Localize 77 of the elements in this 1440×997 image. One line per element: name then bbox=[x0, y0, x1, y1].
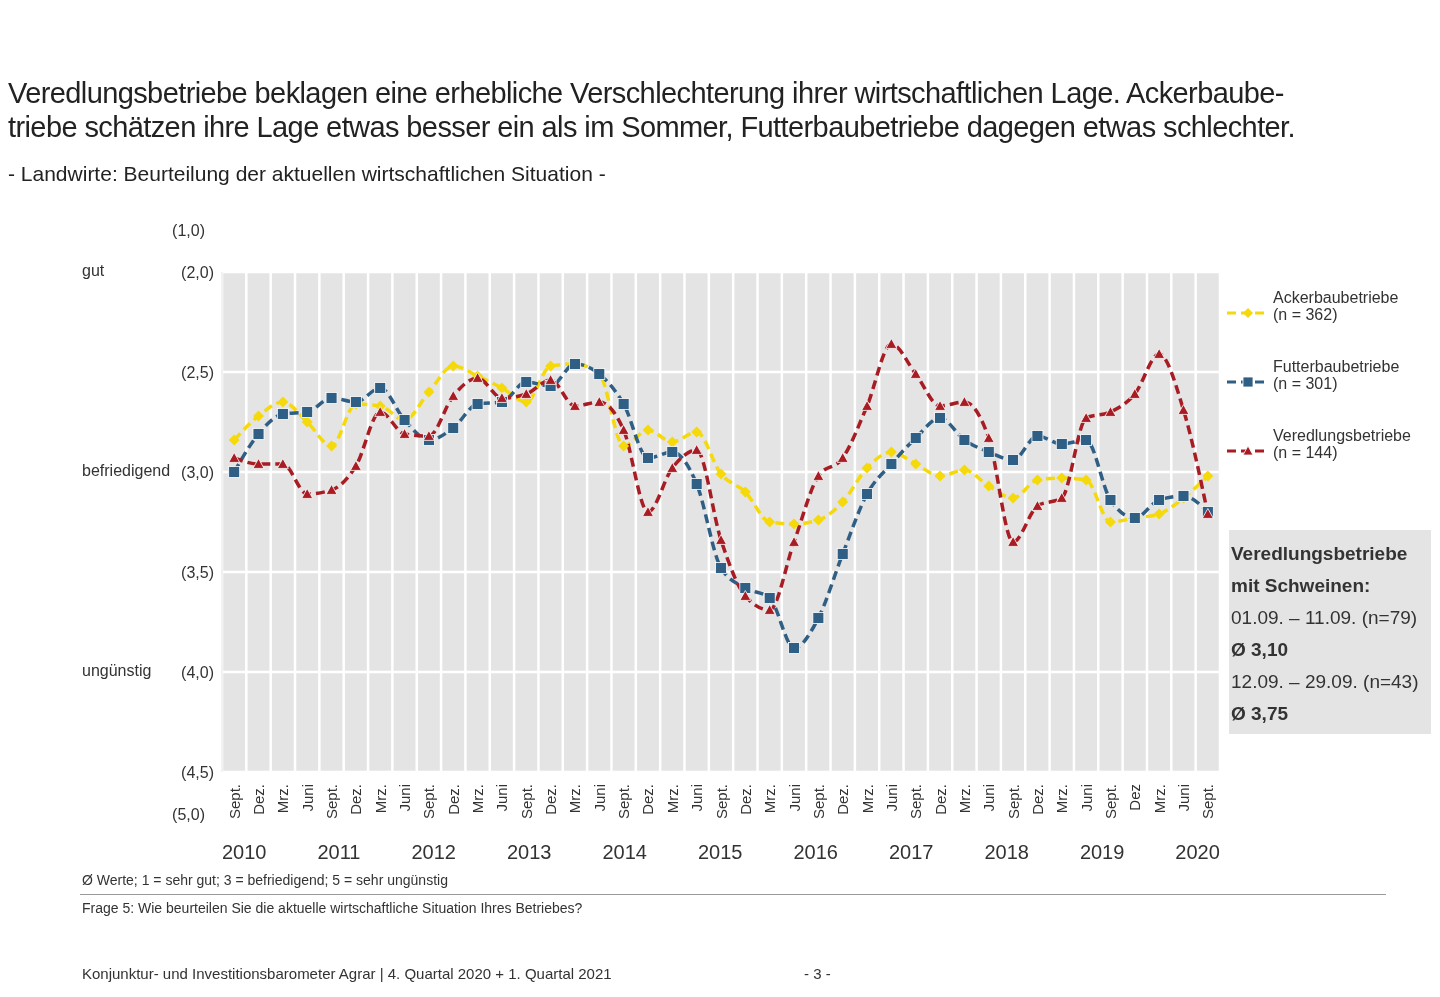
x-tick-label: Dez. bbox=[639, 784, 657, 815]
text: (5,0) bbox=[172, 806, 205, 824]
x-tick-label: Mrz. bbox=[858, 784, 876, 814]
x-tick-label: Dez. bbox=[931, 784, 949, 815]
x-tick-label: Juni bbox=[590, 784, 608, 812]
legend-label: Ackerbaubetriebe (n = 362) bbox=[1273, 288, 1399, 323]
x-tick-label: Juni bbox=[298, 784, 316, 812]
text: - 3 - bbox=[804, 965, 831, 982]
x-tick-label: Sept. bbox=[907, 784, 925, 820]
x-tick-label: Sept. bbox=[517, 784, 535, 820]
x-tick-label: Dez. bbox=[250, 784, 268, 815]
text: Ø 3,10 bbox=[1231, 638, 1290, 662]
text: Ø 3,75 bbox=[1231, 702, 1290, 726]
x-tick-label: Dez. bbox=[542, 784, 560, 815]
y-tick-label: (3,0) bbox=[181, 463, 214, 481]
text: ungünstig bbox=[82, 662, 152, 680]
text: befriedigend bbox=[82, 462, 171, 480]
x-tick-label: Sept. bbox=[615, 784, 633, 820]
x-tick-label: Sept. bbox=[712, 784, 730, 820]
x-tick-label: Sept. bbox=[1004, 784, 1022, 820]
text: 2012 bbox=[411, 841, 456, 864]
x-tick-label: Juni bbox=[493, 784, 511, 812]
x-tick-label: Sept. bbox=[1101, 784, 1119, 820]
legend-label: Futterbaubetriebe (n = 301) bbox=[1273, 357, 1400, 392]
text: 2019 bbox=[1079, 841, 1125, 864]
text: 2017 bbox=[888, 841, 934, 864]
text: 01.09. – 11.09. (n=79) bbox=[1231, 606, 1419, 630]
x-tick-label: Dez. bbox=[736, 784, 754, 815]
text: Frage 5: Wie beurteilen Sie die aktuelle wirtschaftliche Situation Ihres Betriebes? bbox=[82, 900, 583, 916]
x-tick-label: Dez. bbox=[444, 784, 462, 815]
y-tick-label: (3,5) bbox=[181, 563, 214, 581]
text: Veredlungsbetriebe mit Schweinen: bbox=[1231, 542, 1409, 598]
legend-label: Veredlungsbetriebe (n = 144) bbox=[1273, 426, 1411, 461]
text: 2018 bbox=[984, 841, 1029, 864]
x-tick-label: Juni bbox=[688, 784, 706, 812]
x-tick-label: Juni bbox=[1077, 784, 1095, 812]
x-tick-label: Mrz. bbox=[469, 784, 487, 814]
text: 2010 bbox=[222, 841, 267, 864]
x-tick-label: Mrz. bbox=[371, 784, 389, 814]
x-tick-label: Mrz. bbox=[1053, 784, 1071, 814]
chart-title: Veredlungsbetriebe beklagen eine erhebliche Verschlechterung ihrer wirtschaftlichen Lage. Ackerbaube- triebe schätzen ihre Lage etwas besser ein als im Sommer, Futterbaubetriebe dagegen etwas schlechter. bbox=[8, 76, 1297, 144]
x-tick-label: Sept. bbox=[809, 784, 827, 820]
x-tick-label: Dez. bbox=[347, 784, 365, 815]
x-tick-label: Dez. bbox=[1028, 784, 1046, 815]
x-tick-label: Sept. bbox=[225, 784, 243, 820]
x-tick-label: Juni bbox=[785, 784, 803, 812]
text: 2020 bbox=[1175, 841, 1220, 864]
text: 2011 bbox=[317, 841, 361, 864]
y-tick-label: (2,0) bbox=[181, 263, 214, 281]
y-tick-label: (4,5) bbox=[181, 763, 214, 781]
x-tick-label: Juni bbox=[1174, 784, 1192, 812]
x-tick-label: Mrz. bbox=[566, 784, 584, 814]
x-tick-label: Dez bbox=[1126, 784, 1144, 811]
x-tick-label: Juni bbox=[882, 784, 900, 812]
x-tick-label: Sept. bbox=[420, 784, 438, 820]
text: 2015 bbox=[697, 841, 743, 864]
text: 2014 bbox=[602, 841, 647, 864]
x-tick-label: Mrz. bbox=[761, 784, 779, 814]
x-tick-label: Mrz. bbox=[1150, 784, 1168, 814]
y-tick-label: (2,5) bbox=[181, 363, 214, 381]
y-tick-label: (4,0) bbox=[181, 663, 214, 681]
text: (1,0) bbox=[172, 222, 205, 240]
text: 2013 bbox=[506, 841, 552, 864]
x-tick-label: Mrz. bbox=[274, 784, 292, 814]
text: Konjunktur- und Investitionsbarometer Agrar | 4. Quartal 2020 + 1. Quartal 2021 bbox=[82, 965, 612, 982]
x-tick-label: Sept. bbox=[1199, 784, 1217, 820]
chart-subtitle: - Landwirte: Beurteilung der aktuellen wirtschaftlichen Situation - bbox=[8, 162, 606, 186]
x-tick-label: Dez. bbox=[834, 784, 852, 815]
text: Ø Werte; 1 = sehr gut; 3 = befriedigend; 5 = sehr ungünstig bbox=[82, 872, 448, 888]
text: 12.09. – 29.09. (n=43) bbox=[1231, 670, 1420, 694]
text: gut bbox=[82, 262, 105, 280]
x-tick-label: Mrz. bbox=[955, 784, 973, 814]
x-tick-label: Juni bbox=[980, 784, 998, 812]
x-tick-label: Sept. bbox=[323, 784, 341, 820]
x-tick-label: Juni bbox=[396, 784, 414, 812]
x-tick-label: Mrz. bbox=[663, 784, 681, 814]
text: 2016 bbox=[793, 841, 838, 864]
